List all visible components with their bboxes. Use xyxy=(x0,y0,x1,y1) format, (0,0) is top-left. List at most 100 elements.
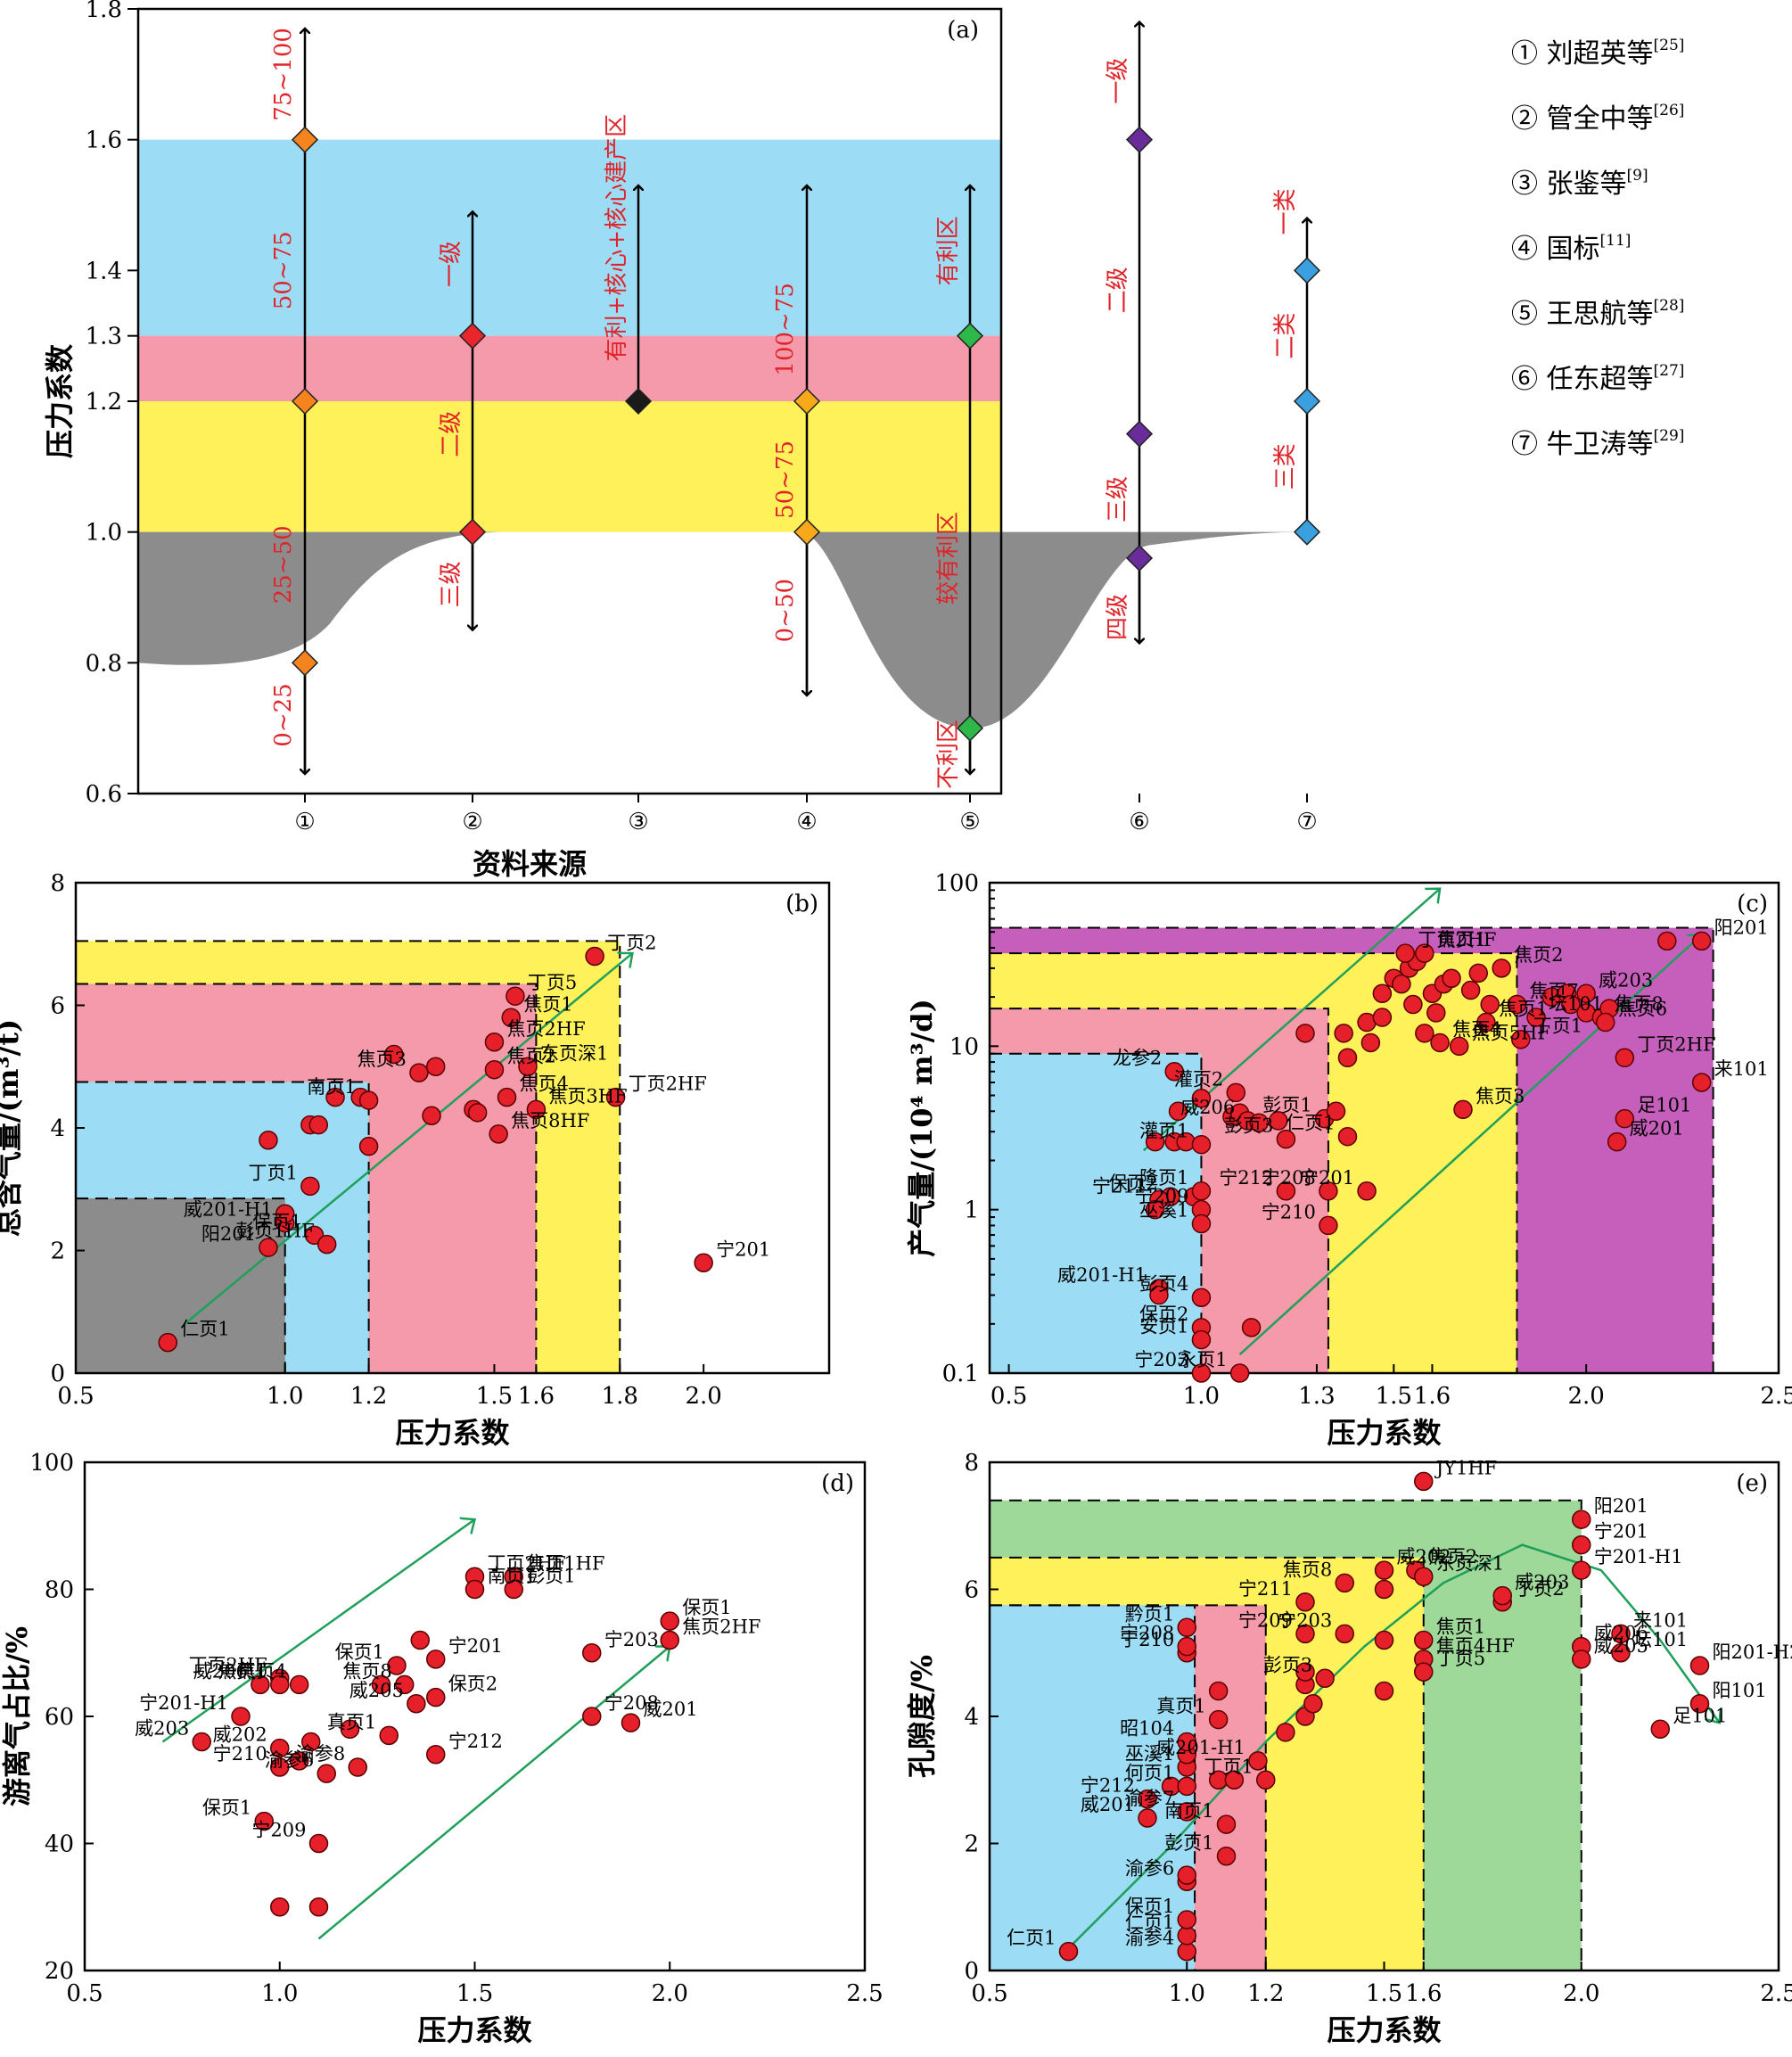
plot-frame xyxy=(83,1460,867,1972)
data-point xyxy=(358,1090,379,1110)
source-6-label: 一级 xyxy=(1105,58,1131,104)
x-axis-label: 压力系数 xyxy=(1327,1416,1442,1450)
point-label: 何页1 xyxy=(1125,1762,1174,1783)
data-point xyxy=(410,1630,430,1650)
data-point xyxy=(384,1044,404,1065)
source-7-label: 一类 xyxy=(1272,188,1299,234)
point-label: 灌页2 xyxy=(1174,1068,1223,1090)
data-point xyxy=(1216,1814,1237,1834)
source-7-marker xyxy=(1293,387,1321,416)
x-tick-label: 1.5 xyxy=(1366,1980,1402,2007)
x-axis-label: 压力系数 xyxy=(417,2013,532,2047)
data-point xyxy=(259,1131,278,1150)
point-label: 威201-H1 xyxy=(184,1199,273,1221)
data-point xyxy=(1657,931,1677,951)
data-point xyxy=(1372,1008,1393,1027)
source-6-label: 三级 xyxy=(1105,476,1131,522)
source-7-label: 三类 xyxy=(1272,443,1299,490)
data-point xyxy=(254,1811,274,1831)
data-point xyxy=(1319,1181,1338,1201)
point-label: 宁208 xyxy=(1120,1623,1174,1644)
point-label: 威206 xyxy=(193,1660,248,1682)
point-label: 焦页4HF xyxy=(1436,1635,1515,1657)
data-point xyxy=(1395,943,1415,963)
source-6-label: 四级 xyxy=(1105,594,1131,640)
data-point xyxy=(1492,1585,1512,1606)
panel-label: (b) xyxy=(785,891,818,917)
region-box-border xyxy=(76,983,538,1373)
y-axis-label: 压力系数 xyxy=(43,343,77,458)
panel-d: 0.5 1.0 1.5 2.0 2.5 20 40 60 80 100 压力系数 游离气占比/% (d)… xyxy=(0,1450,884,2047)
data-point xyxy=(1241,1318,1262,1337)
point-label: 丁页2 xyxy=(1515,1578,1564,1600)
data-point xyxy=(1145,1131,1165,1152)
data-point xyxy=(585,946,604,967)
data-point xyxy=(1374,1560,1394,1580)
legend-item: ① 刘超英等[25] xyxy=(1511,37,1684,70)
source-2-label: 三级 xyxy=(438,561,464,607)
data-point xyxy=(395,1674,415,1695)
legend-ref: [26] xyxy=(1654,102,1685,119)
data-point xyxy=(379,1725,399,1746)
x-tick-label: 0.5 xyxy=(57,1383,94,1410)
data-point xyxy=(270,1738,290,1758)
point-label: 宁201 xyxy=(716,1238,770,1260)
source-1-label: 25~50 xyxy=(270,525,297,604)
source-4-label: 0~50 xyxy=(772,579,799,642)
y-tick-label: 60 xyxy=(45,1704,74,1731)
source-6-label: 二级 xyxy=(1105,267,1131,313)
point-label: 威202 xyxy=(213,1724,267,1746)
point-label: 保页2 xyxy=(1139,1304,1188,1325)
source-1-label: 50~75 xyxy=(270,231,297,309)
data-point xyxy=(1572,1560,1591,1580)
data-point xyxy=(1208,1681,1229,1701)
region-box-border xyxy=(990,926,1714,1373)
data-point xyxy=(422,1106,441,1125)
y-tick-label: 100 xyxy=(934,870,979,897)
point-label: 丁页5 xyxy=(528,972,577,993)
region-box-border xyxy=(990,1052,1203,1373)
point-label: 巫溪1 xyxy=(1139,1199,1188,1221)
x-tick-label: 1.5 xyxy=(476,1383,513,1410)
trend-arrow xyxy=(1238,934,1702,1356)
point-label: 威206 xyxy=(1180,1097,1235,1118)
data-point xyxy=(1326,1101,1346,1122)
point-label: 阳201 xyxy=(1714,917,1769,938)
point-label: 保页1 xyxy=(252,1211,301,1232)
point-label: 保页1 xyxy=(682,1597,731,1618)
point-label: 灌页1 xyxy=(1139,1121,1188,1142)
point-label: JY1HF xyxy=(1434,1457,1498,1478)
band-2 xyxy=(138,401,1001,532)
y-axis-label: 总含气量/(m³/t) xyxy=(0,1019,25,1237)
x-tick-label: 1.6 xyxy=(1405,1980,1442,2007)
x-tick-label: 2.0 xyxy=(685,1383,721,1410)
data-point xyxy=(270,1897,290,1917)
data-point xyxy=(1415,943,1434,963)
point-label: 阳201 xyxy=(201,1223,256,1245)
y-tick-label: 0.6 xyxy=(86,781,122,808)
data-point xyxy=(275,1204,295,1223)
data-point xyxy=(605,1087,626,1107)
source-1-marker xyxy=(291,126,319,153)
point-label: 彭页4 xyxy=(1139,1273,1188,1295)
data-point xyxy=(1334,1024,1353,1043)
point-label: 彭页3 xyxy=(1224,1115,1273,1137)
data-point xyxy=(1414,1567,1434,1586)
legend-item: ⑤ 王思航等[28] xyxy=(1511,297,1684,330)
source-7-label: 二类 xyxy=(1272,313,1299,359)
region-box-border xyxy=(990,1556,1425,1971)
data-point xyxy=(1295,1662,1315,1682)
data-point xyxy=(504,1579,523,1600)
source-4-marker xyxy=(793,387,821,416)
data-point xyxy=(1216,1847,1237,1866)
x-tick-label: 2.0 xyxy=(652,1980,688,2007)
data-point xyxy=(467,1103,488,1123)
point-label: 宁210 xyxy=(1262,1201,1316,1222)
data-point xyxy=(1256,1770,1276,1790)
point-label: 来101 xyxy=(1633,1609,1688,1631)
data-point xyxy=(1276,1129,1296,1149)
point-label: 焦页3HF xyxy=(548,1085,627,1107)
data-point xyxy=(289,1751,309,1771)
point-label: 仁页1 xyxy=(1286,1113,1335,1134)
